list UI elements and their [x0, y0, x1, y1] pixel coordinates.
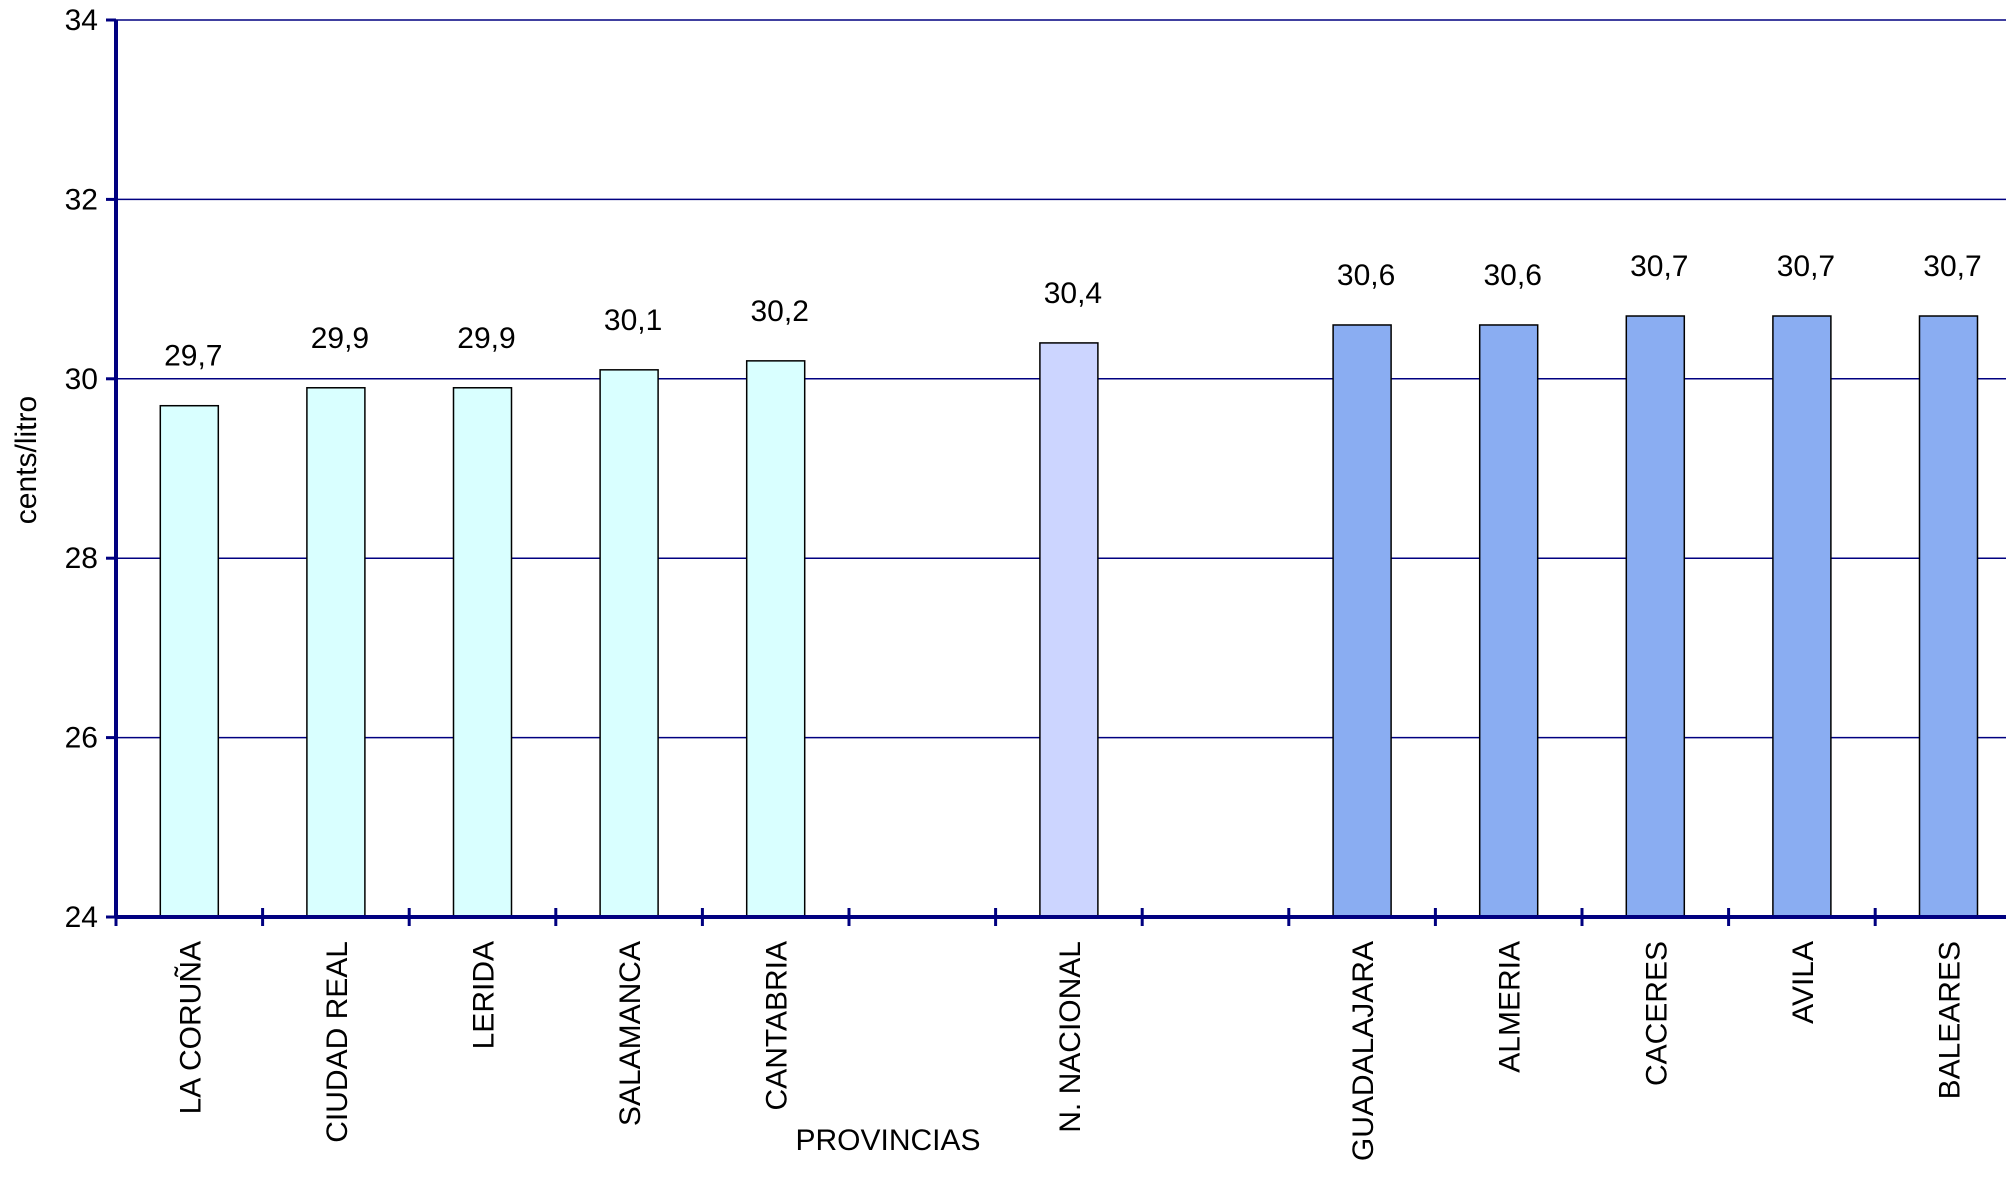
bars: [159, 315, 1979, 918]
bar: [1918, 315, 1979, 918]
y-tick-label: 28: [65, 542, 98, 575]
data-label: 30,4: [1044, 277, 1102, 310]
y-axis-title: cents/litro: [10, 396, 43, 524]
bar: [1625, 315, 1686, 918]
bar: [1772, 315, 1832, 918]
bar: [159, 404, 220, 918]
x-category-label: ALMERIA: [1494, 941, 1527, 1073]
y-tick-label: 24: [65, 901, 98, 934]
x-axis-title: PROVINCIAS: [795, 1124, 980, 1157]
y-tick-label: 34: [65, 4, 98, 37]
data-label: 29,9: [311, 322, 369, 355]
axes: [106, 18, 2006, 926]
x-category-label: CACERES: [1640, 941, 1673, 1086]
bar: [745, 360, 806, 918]
data-label: 29,9: [457, 322, 515, 355]
y-tick-label: 30: [65, 363, 98, 396]
data-label: 30,7: [1777, 250, 1835, 283]
x-category-label: LA CORUÑA: [173, 941, 207, 1114]
x-category-label: GUADALAJARA: [1347, 941, 1380, 1161]
y-tick-label: 32: [65, 183, 98, 216]
bar: [1478, 324, 1539, 918]
x-category-label: SALAMANCA: [614, 941, 647, 1126]
bar: [306, 387, 366, 918]
x-category-label: BALEARES: [1934, 941, 1967, 1099]
bar: [599, 369, 659, 918]
data-label: 30,1: [604, 304, 662, 337]
x-category-label: CANTABRIA: [761, 941, 794, 1110]
y-tick-label: 26: [65, 722, 98, 755]
bar: [1039, 342, 1099, 918]
data-label: 30,6: [1337, 259, 1395, 292]
bar: [452, 387, 513, 918]
bar: [1332, 324, 1392, 918]
data-label: 29,7: [164, 340, 222, 373]
data-label: 30,7: [1923, 250, 1981, 283]
x-category-label: LERIDA: [468, 941, 501, 1049]
data-label: 30,2: [751, 295, 809, 328]
data-label: 30,6: [1484, 259, 1542, 292]
data-label: 30,7: [1630, 250, 1688, 283]
labels: 24 26 28 30 32 34 29,7 LA CORUÑA 29,9 CIUDAD REAL…: [65, 4, 1982, 1161]
x-category-label: CIUDAD REAL: [321, 941, 354, 1143]
x-category-label: AVILA: [1787, 941, 1820, 1024]
x-category-label: N. NACIONAL: [1054, 941, 1087, 1133]
